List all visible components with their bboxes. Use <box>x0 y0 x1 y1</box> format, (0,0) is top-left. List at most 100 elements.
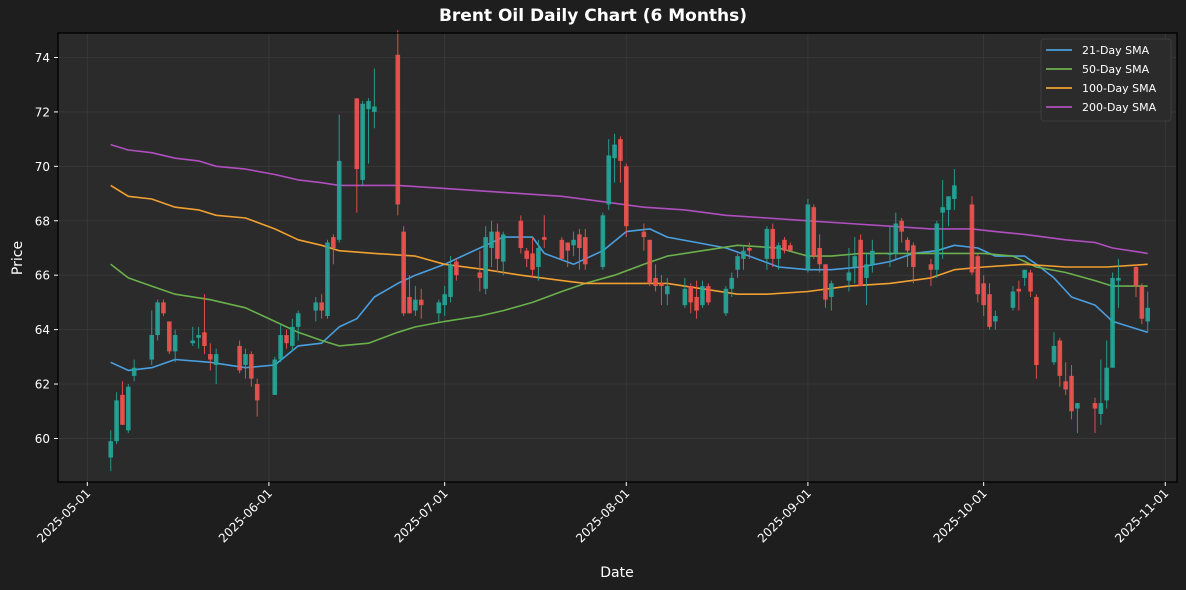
candle <box>682 288 688 306</box>
candle <box>1063 381 1068 390</box>
candle <box>155 302 160 336</box>
y-axis-label: Price <box>10 241 26 275</box>
candle <box>600 215 606 268</box>
candle <box>213 354 219 365</box>
candle <box>776 245 781 259</box>
candle <box>899 220 904 232</box>
x-tick-label: 2025-08-01 <box>573 486 632 545</box>
candle <box>582 237 588 265</box>
candle <box>905 239 910 251</box>
y-tick-label: 60 <box>35 432 50 446</box>
y-tick-label: 66 <box>35 269 50 283</box>
legend: 21-Day SMA 50-Day SMA 100-Day SMA 200-Day S… <box>1040 38 1172 122</box>
candle <box>1110 277 1115 368</box>
candle <box>161 302 166 314</box>
candle <box>354 98 360 170</box>
candle <box>1116 277 1121 281</box>
candle <box>747 247 752 251</box>
sma-lines <box>110 143 1148 372</box>
candle <box>934 223 940 270</box>
candle <box>782 239 787 251</box>
y-tick-label: 74 <box>35 51 50 65</box>
x-tick-label: 2025-11-01 <box>1112 486 1171 545</box>
candle <box>729 277 735 289</box>
candle <box>940 207 945 213</box>
candle <box>823 264 828 300</box>
candle <box>706 286 711 303</box>
candle <box>987 294 992 327</box>
x-tick-label: 2025-09-01 <box>755 486 814 545</box>
legend-label: 21-Day SMA <box>1082 44 1150 57</box>
candle <box>1057 340 1063 376</box>
candle <box>659 283 664 287</box>
candle <box>1010 291 1016 308</box>
candle <box>196 335 201 338</box>
plot-area <box>57 32 1178 483</box>
candle <box>395 54 401 205</box>
candle <box>190 340 196 344</box>
candle <box>454 261 459 276</box>
sma-line <box>110 143 1148 255</box>
candle <box>1133 267 1139 287</box>
candle <box>448 264 453 297</box>
candle <box>1051 345 1057 363</box>
legend-label: 200-Day SMA <box>1082 101 1157 114</box>
candle <box>243 354 248 365</box>
candle <box>1028 272 1033 292</box>
candle <box>249 354 254 379</box>
candle <box>1075 403 1080 409</box>
candle <box>120 394 125 425</box>
candle <box>1145 307 1151 322</box>
candle <box>764 228 770 259</box>
candle <box>126 386 131 431</box>
candle <box>331 237 336 248</box>
candle <box>254 384 260 401</box>
candle <box>788 245 793 251</box>
candle <box>149 335 155 360</box>
candle <box>846 272 852 281</box>
candle <box>694 296 699 311</box>
candle <box>489 231 494 248</box>
candle <box>864 264 869 278</box>
candle <box>1016 288 1022 292</box>
candle <box>647 239 653 284</box>
candle <box>688 286 694 303</box>
candle <box>653 277 658 287</box>
candle <box>623 166 629 227</box>
x-tick-label: 2025-06-01 <box>216 486 275 545</box>
candle <box>1092 403 1098 409</box>
candle <box>114 400 119 442</box>
candle <box>1139 286 1145 319</box>
x-tick-label: 2025-07-01 <box>392 486 451 545</box>
candle <box>272 359 278 395</box>
candle <box>131 367 137 376</box>
candle <box>295 313 301 327</box>
candle <box>290 326 295 346</box>
candle <box>981 283 986 306</box>
candle <box>524 250 529 259</box>
candle <box>1034 296 1039 365</box>
candle <box>536 247 541 268</box>
chart-title: Brent Oil Daily Chart (6 Months) <box>438 6 748 26</box>
candle <box>518 220 524 248</box>
candle <box>1104 367 1109 401</box>
candle <box>559 239 565 259</box>
candle <box>829 283 834 297</box>
candle <box>618 139 623 161</box>
candle <box>208 354 213 360</box>
candle <box>407 296 412 314</box>
candle <box>887 253 893 255</box>
candle <box>336 160 342 240</box>
candle <box>565 242 571 251</box>
candle <box>571 239 576 246</box>
candle <box>477 272 483 278</box>
candle <box>858 239 863 287</box>
candle <box>911 245 916 268</box>
y-tick-label: 62 <box>35 378 50 392</box>
candle <box>167 321 172 352</box>
candle <box>442 294 447 306</box>
candle <box>401 231 406 314</box>
x-axis-label: Date <box>600 565 633 581</box>
candle <box>172 335 178 352</box>
